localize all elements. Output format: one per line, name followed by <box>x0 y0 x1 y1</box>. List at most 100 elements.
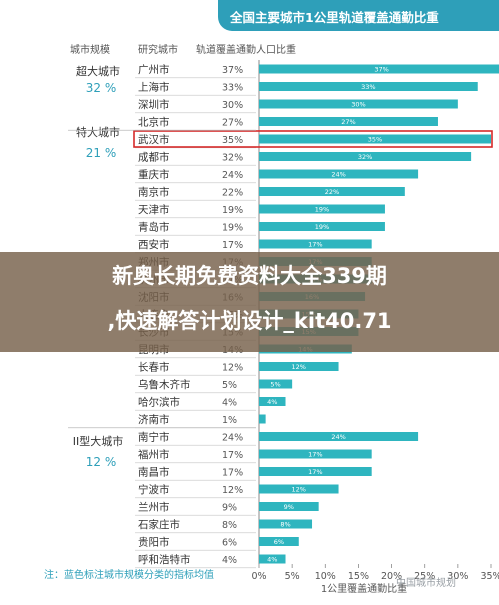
bar-label: 12% <box>292 486 306 494</box>
x-tick-label: 10% <box>315 571 336 582</box>
category-label: 西安市 <box>138 238 170 251</box>
bar-label: 6% <box>274 538 284 546</box>
bar <box>259 117 438 126</box>
category-label: 哈尔滨市 <box>138 396 180 409</box>
x-tick-label: 30% <box>447 571 468 582</box>
value-label: 37% <box>222 65 243 76</box>
bar-label: 8% <box>280 521 290 529</box>
group-avg-megacity: 32 % <box>86 81 117 95</box>
category-label: 贵阳市 <box>138 536 170 549</box>
category-label: 深圳市 <box>138 98 170 111</box>
watermark-text: 中国城市规划 <box>396 578 456 589</box>
value-label: 6% <box>222 538 237 549</box>
bar <box>259 99 458 109</box>
bar <box>259 82 478 91</box>
category-label: 天津市 <box>138 203 170 216</box>
x-axis: 0% 5% 10% 15% 20% 25% 30% 35% <box>251 564 499 582</box>
value-label: 33% <box>222 83 243 94</box>
x-tick-label: 15% <box>348 571 369 582</box>
category-label: 南京市 <box>138 186 170 199</box>
value-label: 17% <box>222 240 243 251</box>
x-tick-label: 20% <box>381 571 402 582</box>
category-label: 上海市 <box>138 81 170 94</box>
bar <box>259 467 372 476</box>
bar <box>259 414 266 424</box>
bar-label: 12% <box>292 363 306 371</box>
column-header-metric: 轨道覆盖通勤人口比重 <box>196 43 296 56</box>
value-label: 19% <box>222 205 243 216</box>
value-label: 32% <box>222 153 243 164</box>
bar <box>259 204 385 214</box>
chart-title: 全国主要城市1公里轨道覆盖通勤比重 <box>230 10 439 25</box>
category-label: 石家庄市 <box>138 518 180 531</box>
value-label: 24% <box>222 170 243 181</box>
bar-label: 17% <box>308 451 322 459</box>
column-header-scale: 城市规模 <box>70 43 110 56</box>
bar-label: 22% <box>325 188 339 196</box>
bar-label: 24% <box>331 433 345 441</box>
bar-label: 24% <box>331 171 345 179</box>
x-tick-label: 5% <box>285 571 300 582</box>
group-name-megacity: 超大城市 <box>76 64 120 78</box>
category-label: 北京市 <box>138 116 170 129</box>
category-label: 乌鲁木齐市 <box>138 378 191 391</box>
category-label: 青岛市 <box>138 221 170 234</box>
bar <box>259 362 339 371</box>
bar <box>259 169 419 179</box>
category-label: 广州市 <box>138 63 170 76</box>
group-name-large: 特大城市 <box>76 125 120 139</box>
bar <box>259 554 286 564</box>
bar <box>259 222 385 231</box>
bar-label: 17% <box>308 241 322 249</box>
bar-label: 9% <box>284 503 294 511</box>
bar <box>259 379 293 389</box>
category-label: 成都市 <box>138 151 170 164</box>
bar-label: 4% <box>267 398 277 406</box>
value-label: 5% <box>222 380 237 391</box>
bar-label: 4% <box>267 556 277 564</box>
highlight-box <box>133 130 493 148</box>
overlay-line-1: 新奥长期免费资料大全339期 <box>112 264 387 288</box>
bar-label: 35% <box>368 136 382 144</box>
category-label: 宁波市 <box>138 483 170 496</box>
bar <box>259 64 499 74</box>
group-avg-large: 21 % <box>86 146 117 160</box>
category-label: 长春市 <box>138 361 170 374</box>
x-tick-label: 0% <box>251 571 266 582</box>
x-axis-label: 1公里覆盖通勤比重 <box>321 582 407 595</box>
bar-label: 5% <box>270 381 280 389</box>
value-label: 1% <box>222 415 237 426</box>
category-label: 济南市 <box>138 413 170 426</box>
value-label: 9% <box>222 503 237 514</box>
value-label: 22% <box>222 188 243 199</box>
bar-label: 17% <box>308 468 322 476</box>
bar <box>259 432 419 441</box>
bar <box>259 152 472 161</box>
footnote: 注：蓝色标注城市规模分类的指标均值 <box>44 568 214 581</box>
value-label: 30% <box>222 100 243 111</box>
x-tick-label: 35% <box>480 571 499 582</box>
bar-label: 19% <box>315 206 329 214</box>
bar-label: 27% <box>341 118 355 126</box>
value-label: 4% <box>222 555 237 566</box>
value-label: 8% <box>222 520 237 531</box>
value-label: 12% <box>222 363 243 374</box>
value-label: 12% <box>222 485 243 496</box>
value-label: 17% <box>222 468 243 479</box>
bar <box>259 537 299 546</box>
bar-label: 30% <box>351 101 365 109</box>
value-label: 4% <box>222 398 237 409</box>
value-label: 17% <box>222 450 243 461</box>
title-banner <box>218 0 499 31</box>
category-label: 重庆市 <box>138 168 170 181</box>
category-label: 南宁市 <box>138 431 170 444</box>
category-label: 武汉市 <box>138 133 170 146</box>
x-tick-label: 25% <box>414 571 435 582</box>
group-name-type2: II型大城市 <box>73 434 124 448</box>
bar <box>259 187 405 196</box>
overlay-line-2: ,快速解答计划设计_kit40.71 <box>107 309 392 333</box>
watermark-banner <box>0 252 499 352</box>
bar-label: 32% <box>358 153 372 161</box>
bar <box>259 484 339 494</box>
